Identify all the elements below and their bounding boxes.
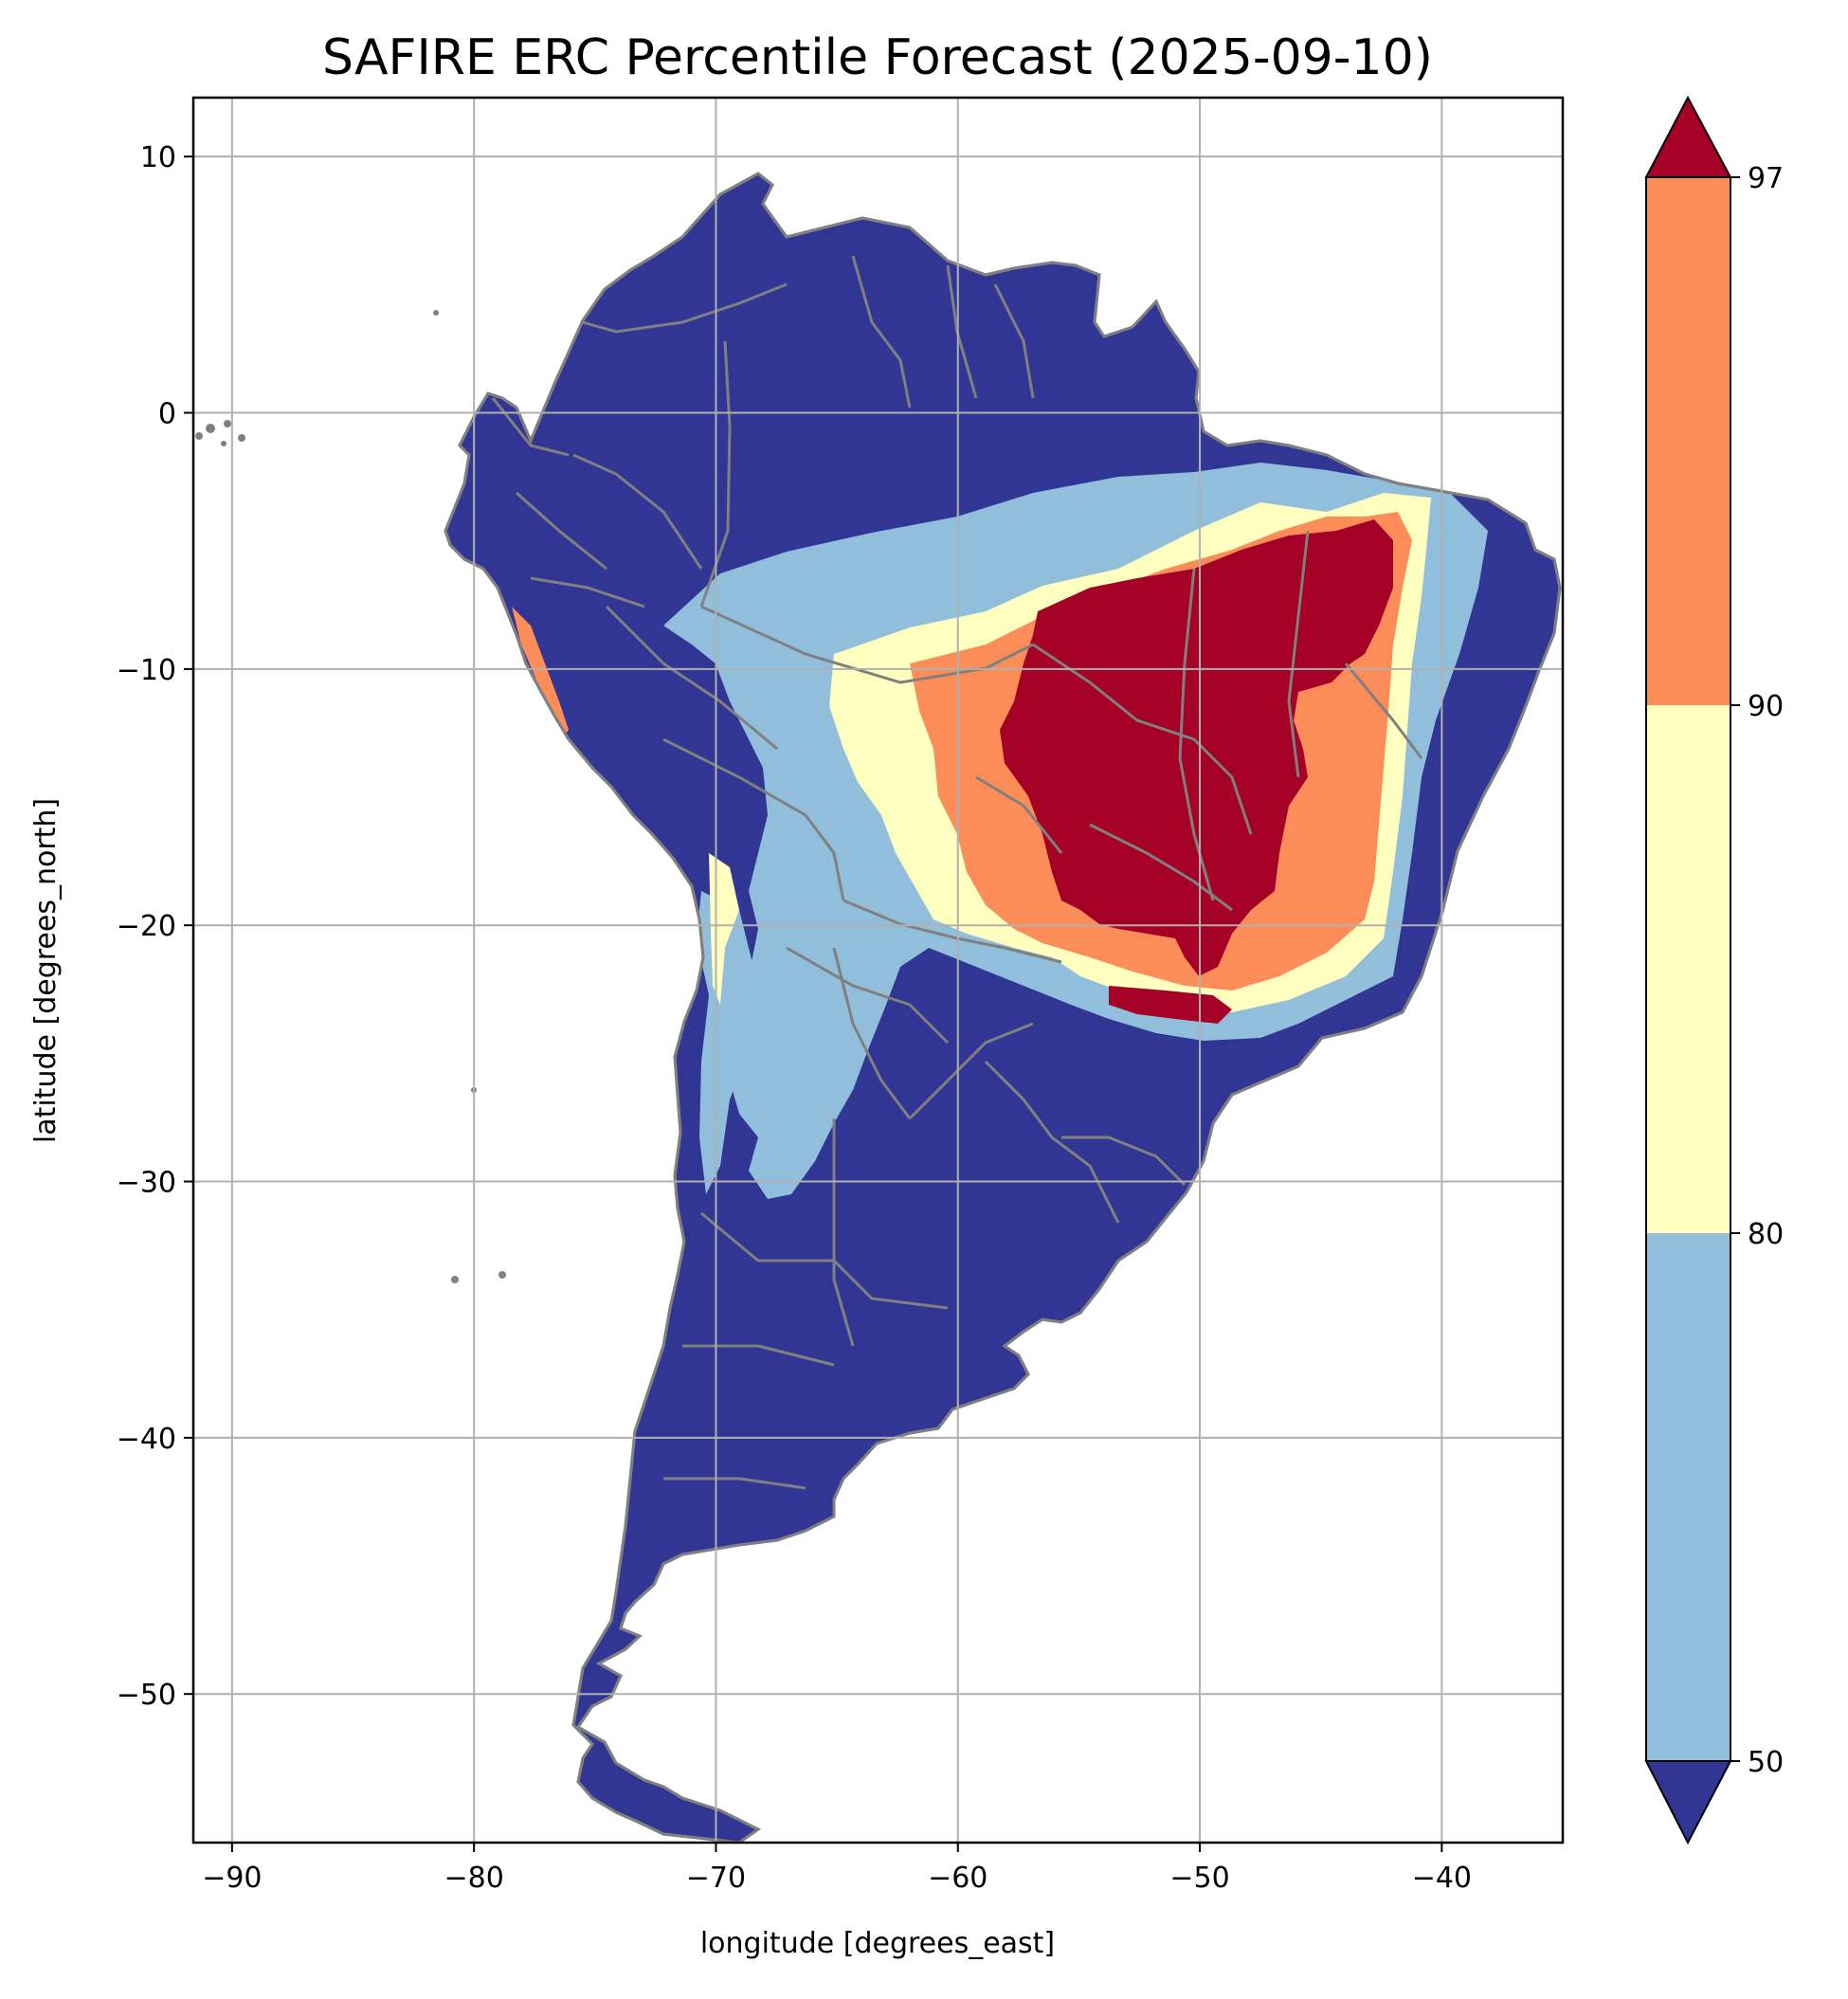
y-tick-label: −30	[117, 1167, 176, 1200]
x-axis-ticks: −90 −80 −70 −60 −50 −40	[202, 1843, 1472, 1895]
colorbar-segment-50-80	[1646, 1233, 1730, 1761]
y-tick-label: 0	[158, 398, 176, 431]
class-50-80-andes	[697, 891, 758, 1194]
admin-boundaries	[491, 255, 1423, 1490]
colorbar-segment-80-90	[1646, 705, 1730, 1233]
y-tick-label: −20	[117, 910, 176, 943]
colorbar-tick-label: 97	[1748, 162, 1784, 195]
axes-frame	[191, 96, 1565, 1845]
colorbar: 50 80 90 97	[1644, 95, 1784, 1845]
y-tick-label: −50	[117, 1679, 176, 1712]
y-axis-label: latitude [degrees_north]	[29, 798, 63, 1143]
colorbar-extend-bottom	[1644, 1760, 1732, 1845]
islands	[195, 310, 506, 1283]
y-tick-label: 10	[140, 141, 176, 174]
colorbar-tick-label: 90	[1748, 690, 1784, 723]
y-tick-label: −40	[117, 1423, 176, 1456]
x-tick-label: −60	[928, 1862, 987, 1895]
x-tick-label: −80	[444, 1862, 503, 1895]
class-90-97-peru	[512, 607, 569, 739]
colorbar-tick-label: 80	[1748, 1218, 1784, 1251]
x-axis-label: longitude [degrees_east]	[700, 1927, 1055, 1960]
x-tick-label: −40	[1412, 1862, 1472, 1895]
colorbar-extend-top	[1644, 95, 1732, 178]
class-above-97-south	[1109, 986, 1232, 1024]
x-tick-label: −70	[686, 1862, 746, 1895]
x-tick-label: −90	[202, 1862, 262, 1895]
coastline	[444, 172, 1562, 1843]
gridlines	[193, 98, 1563, 1843]
y-axis-ticks: 10 0 −10 −20 −30 −40 −50	[117, 141, 193, 1712]
colorbar-ticks: 50 80 90 97	[1730, 162, 1784, 1779]
y-tick-label: −10	[117, 654, 176, 687]
colorbar-segment-90-97	[1646, 177, 1730, 705]
map-title: SAFIRE ERC Percentile Forecast (2025-09-…	[322, 29, 1433, 86]
colorbar-tick-label: 50	[1748, 1746, 1784, 1779]
colorbar-frame	[1645, 176, 1731, 1762]
class-above-97	[1000, 519, 1393, 976]
x-tick-label: −50	[1169, 1862, 1229, 1895]
